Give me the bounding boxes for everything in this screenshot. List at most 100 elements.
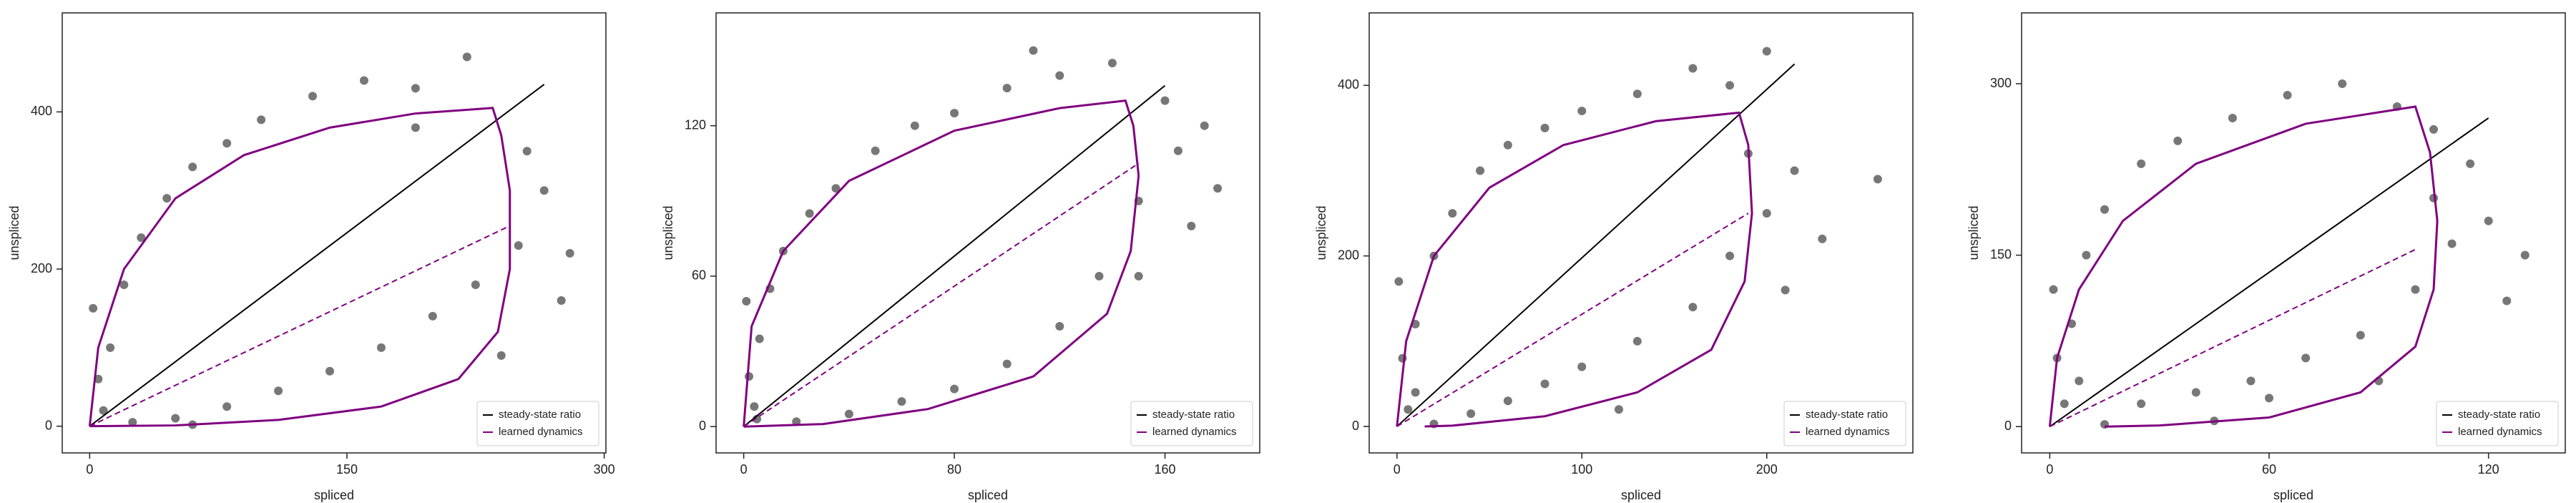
point — [2137, 399, 2146, 409]
legend-label: steady-state ratio — [1806, 409, 1888, 421]
legend-label: learned dynamics — [1152, 426, 1237, 438]
point — [2447, 239, 2457, 248]
plot-area — [88, 52, 574, 429]
x-tick-label: 60 — [2262, 462, 2276, 477]
point — [1540, 379, 1549, 389]
point — [1725, 81, 1735, 90]
point — [831, 184, 841, 193]
curve — [88, 107, 511, 428]
point — [2466, 159, 2475, 168]
legend-box — [1783, 401, 1906, 446]
y-tick-label: 300 — [1990, 76, 2012, 90]
point — [137, 233, 146, 243]
point — [1094, 271, 1104, 280]
point — [2502, 296, 2512, 306]
point — [188, 162, 197, 172]
point — [897, 397, 906, 406]
legend-label: learned dynamics — [2458, 426, 2542, 438]
point — [128, 418, 137, 427]
point — [496, 351, 506, 360]
point — [950, 109, 959, 118]
curve — [743, 84, 1166, 427]
point — [2075, 376, 2084, 386]
point — [522, 147, 532, 156]
point — [1055, 71, 1064, 80]
point — [1002, 84, 1012, 93]
point — [1404, 405, 1413, 414]
point — [2356, 331, 2365, 340]
y-tick-label: 0 — [699, 419, 706, 433]
point — [1394, 277, 1404, 286]
point — [106, 343, 115, 352]
dashed-line — [1396, 213, 1749, 427]
point — [462, 52, 471, 62]
point — [1466, 409, 1476, 419]
point — [1448, 209, 1457, 218]
point — [2301, 353, 2311, 363]
plot-area — [2048, 79, 2530, 429]
x-axis-label: spliced — [2273, 488, 2313, 502]
point — [2173, 136, 2183, 145]
x-axis-label: spliced — [968, 488, 1008, 502]
point — [2049, 285, 2058, 294]
point — [1160, 96, 1170, 105]
point — [742, 296, 751, 306]
point — [910, 121, 919, 130]
point — [871, 146, 880, 155]
point — [1411, 388, 1420, 397]
y-tick-label: 0 — [45, 418, 52, 432]
y-tick-label: 60 — [692, 268, 706, 283]
axes-frame — [1368, 12, 1914, 454]
point — [792, 417, 801, 426]
legend-box — [1130, 401, 1253, 446]
y-tick-label: 0 — [1352, 419, 1359, 433]
plot-area — [742, 46, 1223, 428]
y-tick-label: 150 — [1990, 247, 2012, 261]
point — [1725, 251, 1735, 260]
point — [1029, 46, 1038, 55]
point — [1762, 209, 1771, 218]
point — [2100, 205, 2110, 214]
point — [2338, 79, 2347, 89]
x-axis-label: spliced — [1621, 488, 1661, 502]
point — [119, 280, 129, 289]
point — [2265, 394, 2274, 403]
point — [755, 334, 764, 343]
point — [2082, 250, 2091, 260]
point — [2429, 124, 2439, 134]
point — [1134, 271, 1143, 280]
point — [1873, 175, 1882, 184]
point — [1614, 405, 1623, 414]
point — [750, 402, 759, 411]
point — [1107, 59, 1117, 68]
legend-label: steady-state ratio — [499, 409, 581, 421]
point — [565, 249, 574, 258]
point — [557, 296, 566, 305]
point — [844, 409, 853, 419]
point — [222, 139, 232, 148]
legend-label: steady-state ratio — [1152, 409, 1235, 421]
point — [805, 209, 814, 218]
x-tick-label: 300 — [594, 462, 615, 477]
legend-label: learned dynamics — [1806, 426, 1890, 438]
dashed-line — [89, 225, 511, 427]
y-tick-label: 400 — [31, 104, 52, 118]
dashed-line — [743, 162, 1140, 428]
y-axis-label: unspliced — [1967, 205, 1981, 260]
legend-label: learned dynamics — [499, 426, 583, 438]
point — [1790, 166, 1799, 175]
x-tick-label: 100 — [1571, 462, 1592, 477]
x-axis-label: spliced — [314, 488, 354, 502]
y-tick-label: 0 — [2004, 419, 2012, 433]
x-tick-label: 0 — [740, 462, 748, 477]
point — [325, 366, 335, 376]
legend-box — [476, 401, 599, 446]
point — [1187, 221, 1196, 230]
point — [257, 115, 266, 124]
x-tick-label: 0 — [86, 462, 93, 477]
point — [2191, 388, 2200, 397]
point — [1173, 146, 1182, 155]
point — [514, 241, 523, 250]
point — [2520, 250, 2530, 260]
x-tick-label: 160 — [1154, 462, 1175, 477]
